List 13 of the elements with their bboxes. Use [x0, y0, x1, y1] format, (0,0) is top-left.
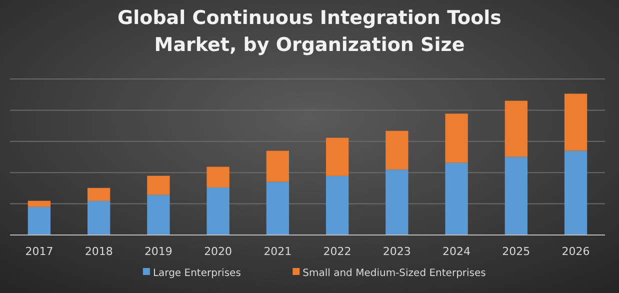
x-tick-label: 2019 — [144, 245, 172, 258]
x-tick-label: 2026 — [562, 245, 590, 258]
legend-label: Small and Medium-Sized Enterprises — [302, 268, 486, 279]
x-tick-label: 2024 — [442, 245, 471, 258]
x-tick-label: 2021 — [264, 245, 292, 258]
x-tick-label: 2023 — [382, 245, 411, 258]
x-tick-label: 2018 — [84, 245, 113, 258]
x-tick-label: 2020 — [204, 245, 232, 258]
x-tick-label: 2017 — [25, 245, 54, 258]
chart-title: Global Continuous Integration Tools Market, by Organization Size — [118, 7, 502, 56]
legend-label: Large Enterprises — [152, 268, 241, 279]
x-tick-label: 2025 — [502, 245, 530, 258]
x-tick-label: 2022 — [323, 245, 352, 258]
